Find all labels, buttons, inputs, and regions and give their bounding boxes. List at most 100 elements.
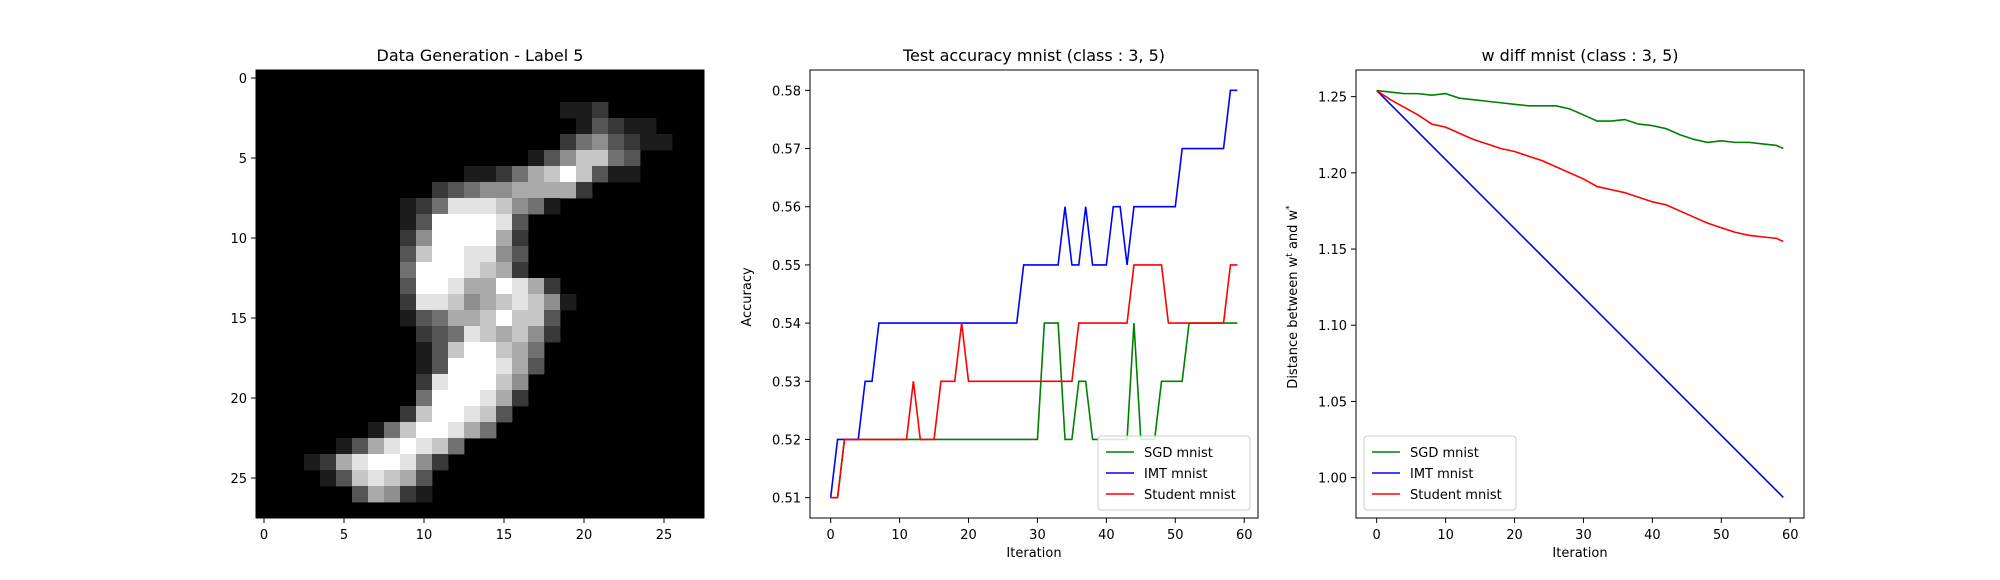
heatmap-cell (448, 406, 465, 423)
heatmap-cell (496, 198, 513, 215)
heatmap-cell (448, 182, 465, 199)
heatmap-cell (512, 166, 529, 183)
heatmap-cell (384, 486, 401, 503)
y-tick-label: 1.05 (1318, 395, 1347, 410)
heatmap-cell (512, 342, 529, 359)
heatmap-cell (448, 246, 465, 263)
heatmap-cell (448, 438, 465, 455)
heatmap-cell (432, 326, 449, 343)
x-tick-label: 50 (1713, 528, 1730, 543)
x-tick-label: 40 (1644, 528, 1661, 543)
heatmap-cell (416, 342, 433, 359)
heatmap-cell (480, 374, 497, 391)
heatmap-cell (480, 294, 497, 311)
heatmap-cell (576, 182, 593, 199)
heatmap-cell (432, 390, 449, 407)
heatmap-cell (576, 118, 593, 135)
heatmap-cell (400, 438, 417, 455)
heatmap-cell (464, 342, 481, 359)
heatmap-cell (400, 278, 417, 295)
heatmap-cell (512, 214, 529, 231)
x-axis-label: Iteration (1552, 546, 1607, 561)
heatmap-cell (496, 214, 513, 231)
heatmap-cell (528, 326, 545, 343)
heatmap-cell (416, 326, 433, 343)
heatmap-cell (480, 278, 497, 295)
y-tick-label: 25 (230, 472, 247, 487)
heatmap-cell (400, 406, 417, 423)
y-tick-label: 0.58 (772, 84, 801, 99)
heatmap-cell (528, 342, 545, 359)
heatmap-cell (464, 166, 481, 183)
heatmap-cell (592, 150, 609, 167)
heatmap-cell (496, 374, 513, 391)
heatmap-cell (480, 262, 497, 279)
heatmap-cell (544, 294, 561, 311)
x-tick-label: 20 (960, 528, 977, 543)
heatmap-cell (528, 166, 545, 183)
heatmap-cell (576, 102, 593, 119)
heatmap-cell (480, 246, 497, 263)
heatmap-cell (464, 390, 481, 407)
heatmap-cell (464, 214, 481, 231)
x-tick-label: 10 (1437, 528, 1454, 543)
heatmap-cell (336, 470, 353, 487)
heatmap-cell (496, 182, 513, 199)
heatmap-cell (432, 278, 449, 295)
heatmap-cell (352, 486, 369, 503)
x-tick-label: 5 (340, 528, 348, 543)
heatmap-cell (368, 486, 385, 503)
heatmap-cell (608, 134, 625, 151)
heatmap-cell (496, 390, 513, 407)
subplot-test-accuracy: Test accuracy mnist (class : 3, 5) Itera… (740, 46, 1259, 561)
heatmap-cell (400, 486, 417, 503)
heatmap-cell (624, 166, 641, 183)
heatmap-cell (480, 326, 497, 343)
heatmap-cell (448, 374, 465, 391)
heatmap-cell (512, 230, 529, 247)
heatmap-cell (416, 438, 433, 455)
y-tick-label: 0.52 (772, 433, 801, 448)
heatmap-cell (432, 342, 449, 359)
heatmap-cell (448, 342, 465, 359)
heatmap-cell (592, 166, 609, 183)
heatmap-cell (432, 438, 449, 455)
heatmap-cell (416, 390, 433, 407)
heatmap-cell (368, 438, 385, 455)
heatmap-cell (496, 326, 513, 343)
subplot-image-heatmap: Data Generation - Label 5 0 5 10 15 20 25 0 5 10… (230, 46, 705, 543)
heatmap-cell (368, 470, 385, 487)
x-tick-label: 60 (1782, 528, 1799, 543)
heatmap-cell (496, 262, 513, 279)
heatmap-cell (496, 310, 513, 327)
heatmap-cell (640, 118, 657, 135)
heatmap-cell (560, 294, 577, 311)
y-tick-label: 20 (230, 392, 247, 407)
x-tick-label: 25 (656, 528, 673, 543)
heatmap-cell (464, 262, 481, 279)
heatmap-cell (400, 262, 417, 279)
heatmap-cell (512, 294, 529, 311)
heatmap-cell (496, 278, 513, 295)
heatmap-cell (464, 246, 481, 263)
heatmap-cell (496, 358, 513, 375)
heatmap-cell (512, 326, 529, 343)
x-tick-label: 10 (416, 528, 433, 543)
heatmap-cell (608, 166, 625, 183)
heatmap-cell (544, 198, 561, 215)
heatmap-cell (448, 214, 465, 231)
legend-box (1363, 435, 1517, 511)
heatmap-cell (400, 294, 417, 311)
x-tick-label: 30 (1575, 528, 1592, 543)
heatmap-cell (560, 182, 577, 199)
legend: SGD mnist IMT mnist Student mnist (1363, 435, 1517, 511)
y-tick-label: 1.20 (1318, 167, 1347, 182)
heatmap-cell (464, 310, 481, 327)
x-tick-label: 10 (891, 528, 908, 543)
heatmap-cell (528, 294, 545, 311)
heatmap-cell (496, 294, 513, 311)
heatmap-cell (576, 150, 593, 167)
legend-label: SGD mnist (1144, 446, 1213, 461)
y-tick-label: 0 (239, 72, 247, 87)
